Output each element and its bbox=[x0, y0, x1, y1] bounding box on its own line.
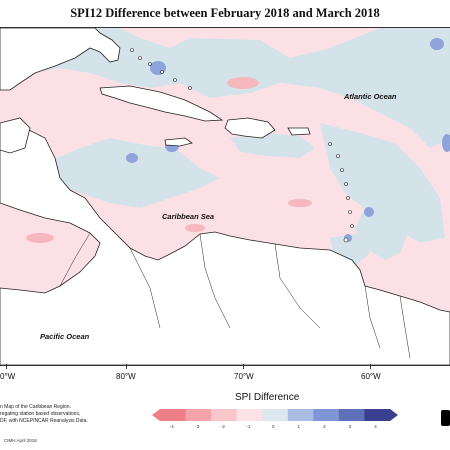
colorbar-tick-label: 1 bbox=[297, 424, 301, 429]
country-borders bbox=[59, 232, 411, 359]
landmasses bbox=[0, 28, 450, 365]
colorbar-tick-label: 2 bbox=[323, 424, 326, 429]
colorbar-tick-label: -4 bbox=[169, 424, 174, 429]
colorbar-tick-label: -2 bbox=[220, 424, 225, 429]
lon-tick bbox=[126, 364, 127, 369]
spi-map bbox=[0, 27, 450, 366]
colorbar-segment bbox=[160, 409, 187, 421]
colorbar-segment bbox=[313, 409, 340, 421]
legend-title: SPI Difference bbox=[235, 392, 300, 403]
atlantic-ocean-label: Atlantic Ocean bbox=[344, 92, 397, 101]
colorbar-tick-label: -3 bbox=[195, 424, 200, 429]
north-america-coast bbox=[0, 28, 121, 91]
caption-line: regating station based observations, bbox=[0, 411, 81, 417]
colorbar bbox=[152, 409, 398, 421]
colorbar-arrow-left bbox=[152, 409, 160, 421]
colorbar-tick-label: -1 bbox=[246, 424, 251, 429]
colorbar-segment bbox=[338, 409, 365, 421]
logo-mark bbox=[441, 410, 450, 426]
map-svg bbox=[0, 28, 450, 365]
hispaniola-island bbox=[224, 117, 276, 139]
colorbar-tick-label: 4 bbox=[374, 424, 377, 429]
lon-label: 60°W bbox=[361, 372, 381, 381]
jamaica-island bbox=[164, 137, 193, 147]
yucatan-peninsula bbox=[0, 117, 31, 154]
small-islands bbox=[130, 48, 354, 243]
caption-line: DF, with NCEP/NCAR Reanalysis Data. bbox=[0, 418, 88, 424]
lon-label: 70°W bbox=[234, 372, 254, 381]
lon-tick bbox=[243, 364, 244, 369]
puerto-rico-island bbox=[287, 127, 311, 136]
colorbar-segment bbox=[287, 409, 314, 421]
colorbar-segment bbox=[236, 409, 263, 421]
lon-label: 0°W bbox=[0, 372, 16, 381]
cuba-island bbox=[99, 85, 224, 122]
colorbar-tick-label: 0 bbox=[272, 424, 275, 429]
caribbean-sea-label: Caribbean Sea bbox=[162, 212, 215, 221]
map-title: SPI12 Difference between February 2018 a… bbox=[70, 6, 380, 20]
colorbar-arrow-right bbox=[390, 409, 398, 421]
colorbar-segment bbox=[185, 409, 212, 421]
colorbar-tick-label: 3 bbox=[348, 424, 352, 429]
credit-text: CIMH April 2018 bbox=[4, 438, 37, 443]
lon-tick bbox=[370, 364, 371, 369]
colorbar-segment bbox=[262, 409, 289, 421]
pacific-ocean-label: Pacific Ocean bbox=[40, 332, 90, 341]
lon-tick bbox=[6, 364, 7, 369]
lon-label: 80°W bbox=[116, 372, 136, 381]
negative-anomaly-spots bbox=[26, 77, 312, 243]
central-south-america bbox=[0, 122, 450, 365]
colorbar-segment bbox=[211, 409, 238, 421]
caption-line: n Map of the Caribbean Region. bbox=[0, 404, 71, 410]
colorbar-segment bbox=[364, 409, 391, 421]
